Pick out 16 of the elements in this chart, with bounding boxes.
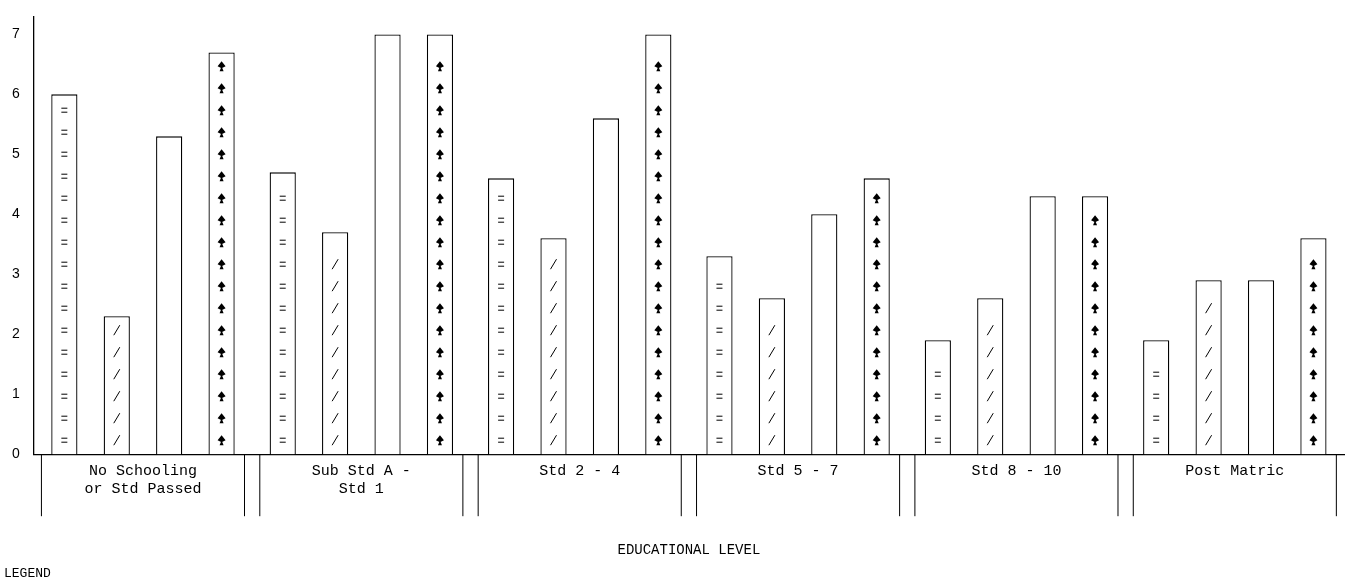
x-tick-label: Sub Std A - Std 1	[311, 463, 411, 499]
y-tick-label: 3	[11, 265, 20, 282]
y-tick-label: 6	[11, 85, 20, 102]
x-axis-title: EDUCATIONAL LEVEL	[617, 542, 761, 559]
x-tick-label: Post Matric	[1185, 463, 1285, 481]
x-tick-label: Std 5 - 7	[757, 463, 839, 481]
y-tick-label: 4	[11, 205, 20, 222]
x-tick-label: Std 8 - 10	[971, 463, 1062, 481]
x-tick-label: No Schooling or Std Passed	[84, 463, 202, 499]
y-tick-label: 7	[11, 25, 20, 42]
text: LEGEND	[4, 565, 52, 581]
x-tick-label: Std 2 - 4	[539, 463, 621, 481]
y-tick-label: 1	[11, 385, 20, 402]
y-tick-label: 2	[11, 325, 20, 342]
y-tick-label: 0	[11, 445, 20, 462]
y-tick-label: 5	[11, 145, 20, 162]
